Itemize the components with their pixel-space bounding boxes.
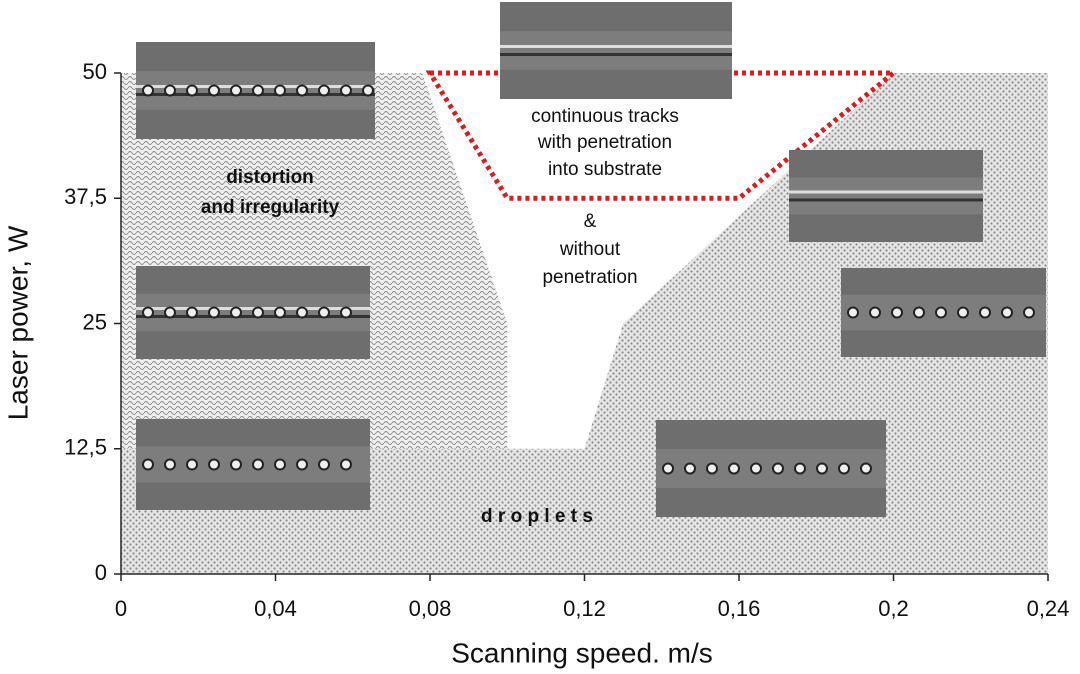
y-tick-label: 37,5 — [64, 184, 107, 209]
annotation: penetration — [542, 267, 637, 288]
region-label: continuous tracks — [531, 106, 679, 127]
x-tick-label: 0,16 — [718, 596, 761, 621]
micrograph — [656, 420, 886, 517]
annotation: without — [559, 239, 621, 260]
y-tick-label: 12,5 — [64, 435, 107, 460]
region-label: d r o p l e t s — [481, 506, 593, 527]
x-tick-label: 0,24 — [1027, 596, 1070, 621]
micrograph — [500, 2, 732, 99]
x-tick-label: 0,08 — [409, 596, 452, 621]
micrograph — [136, 419, 370, 510]
micrograph — [789, 150, 983, 242]
region-label: and irregularity — [201, 197, 340, 218]
region-label: distortion — [226, 167, 314, 188]
annotation: & — [584, 211, 597, 232]
x-tick-label: 0 — [115, 596, 127, 621]
micrograph — [841, 268, 1046, 357]
x-axis-title: Scanning speed. m/s — [451, 637, 713, 668]
x-tick-label: 0,12 — [563, 596, 606, 621]
y-tick-label: 50 — [83, 59, 107, 84]
micrograph — [136, 266, 370, 359]
y-tick-label: 0 — [95, 560, 107, 585]
x-tick-label: 0,04 — [254, 596, 297, 621]
y-tick-label: 25 — [83, 309, 107, 334]
x-tick-label: 0,2 — [878, 596, 909, 621]
region-label: with penetration — [537, 132, 672, 153]
region-label: into substrate — [548, 159, 662, 180]
y-axis-title: Laser power, W — [2, 225, 33, 420]
micrograph — [136, 42, 375, 139]
